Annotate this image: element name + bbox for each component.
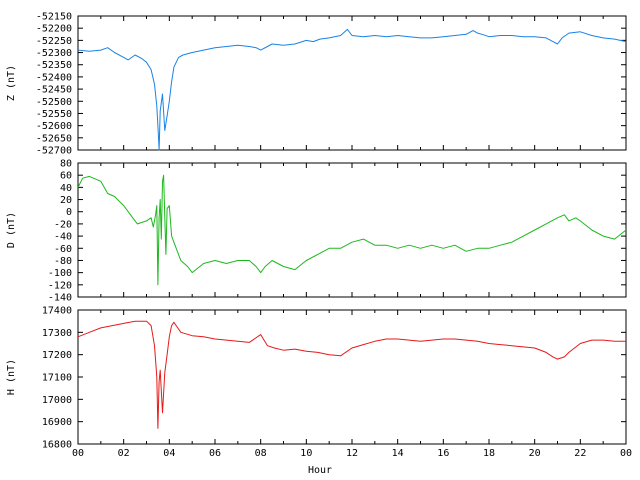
y-tick-label: -52600	[36, 121, 72, 132]
x-tick-label: 12	[346, 448, 358, 459]
x-axis-title: Hour	[308, 465, 332, 476]
y-tick-label: -140	[48, 293, 72, 304]
y-tick-label: 40	[60, 183, 72, 194]
y-tick-label: -52250	[36, 36, 72, 47]
series-line	[77, 320, 626, 429]
y-axis-title: D (nT)	[6, 212, 17, 248]
y-tick-label: 16900	[42, 417, 72, 428]
y-tick-label: -20	[54, 219, 72, 230]
y-tick-label: -52200	[36, 24, 72, 35]
y-tick-label: -52550	[36, 109, 72, 120]
series-line	[77, 174, 627, 286]
x-tick-label: 04	[163, 448, 175, 459]
y-tick-label: 17300	[42, 328, 72, 339]
x-tick-label: 00	[72, 448, 84, 459]
panel-h: 17400 17300 17200 17100 17000 16900 16800 H (nT…	[6, 306, 627, 451]
x-tick-label: 02	[118, 448, 130, 459]
y-axis-title: H (nT)	[6, 359, 17, 395]
y-tick-label: -52300	[36, 48, 72, 59]
series-line	[77, 28, 627, 151]
y-tick-label: -52450	[36, 85, 72, 96]
y-tick-label: -60	[54, 244, 72, 255]
x-tick-label: 14	[392, 448, 404, 459]
y-tick-label: 17400	[42, 306, 72, 317]
x-tick-label: 18	[483, 448, 495, 459]
x-tick-label: 08	[255, 448, 267, 459]
plot-frame	[77, 15, 627, 151]
y-tick-label: -120	[48, 280, 72, 291]
y-tick-label: 0	[66, 207, 72, 218]
x-tick-label: 00	[620, 448, 632, 459]
y-tick-label: -40	[54, 232, 72, 243]
y-tick-label: 20	[60, 195, 72, 206]
y-axis-title: Z (nT)	[6, 65, 17, 101]
y-tick-label: -52700	[36, 146, 72, 157]
y-tick-label: -80	[54, 256, 72, 267]
x-tick-label: 16	[437, 448, 449, 459]
y-tick-label: 17000	[42, 395, 72, 406]
y-tick-label: -52400	[36, 72, 72, 83]
y-tick-label: 80	[60, 159, 72, 170]
y-tick-label: -52350	[36, 60, 72, 71]
y-tick-label: -52650	[36, 133, 72, 144]
x-tick-label: 06	[209, 448, 221, 459]
panel-z: -52150-52200-52250-52300-52350-52400 -524…	[6, 12, 627, 157]
y-tick-label: -100	[48, 268, 72, 279]
plot-frame	[77, 162, 627, 298]
x-tick-label: 10	[300, 448, 312, 459]
y-tick-label: 16800	[42, 440, 72, 451]
y-tick-label: -52500	[36, 97, 72, 108]
x-tick-label: 20	[529, 448, 541, 459]
y-tick-label: -52150	[36, 12, 72, 23]
y-tick-label: 17200	[42, 350, 72, 361]
y-tick-label: 17100	[42, 373, 72, 384]
y-tick-label: 60	[60, 171, 72, 182]
x-tick-label: 22	[574, 448, 586, 459]
